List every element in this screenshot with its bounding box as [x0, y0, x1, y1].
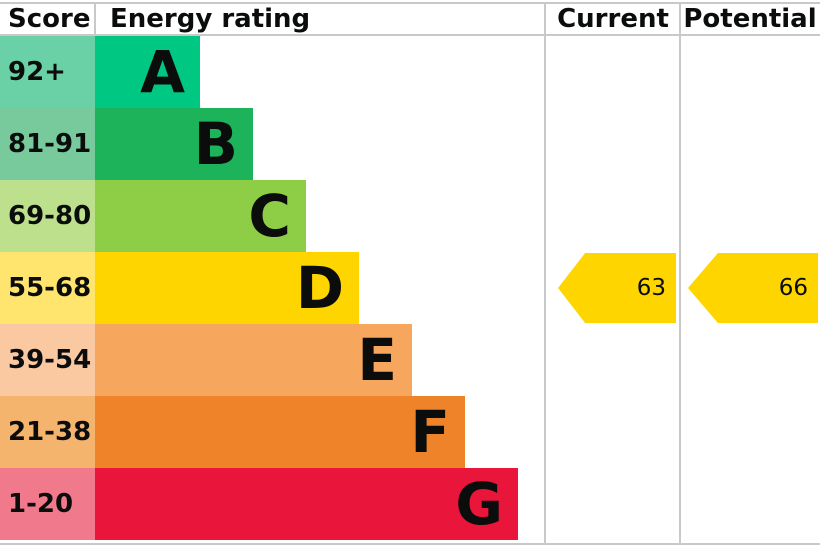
rating-bar-b: B: [95, 108, 253, 180]
band-row-f: 21-38 F: [0, 396, 545, 468]
rating-bar-d: D: [95, 252, 359, 324]
band-row-b: 81-91 B: [0, 108, 545, 180]
current-rating-value: 63: [636, 275, 666, 301]
band-letter-f: F: [410, 398, 450, 466]
potential-header: Potential: [683, 4, 817, 34]
bottom-border: [0, 543, 820, 545]
current-rating-arrow: 63: [558, 253, 676, 323]
rating-bar-g: G: [95, 468, 518, 540]
header-divider: [0, 34, 820, 36]
band-letter-d: D: [295, 254, 344, 322]
band-row-a: 92+ A: [0, 36, 545, 108]
score-range-e: 39-54: [0, 324, 95, 396]
band-letter-g: G: [455, 470, 503, 538]
potential-column-divider: [679, 2, 681, 545]
current-column-divider: [544, 2, 546, 545]
current-header: Current: [557, 4, 669, 34]
band-row-d: 55-68 D: [0, 252, 545, 324]
chart-header: Score Energy rating Current Potential: [0, 4, 820, 34]
band-letter-a: A: [140, 38, 185, 106]
top-border: [0, 2, 820, 4]
score-range-d: 55-68: [0, 252, 95, 324]
band-row-c: 69-80 C: [0, 180, 545, 252]
energy-rating-header: Energy rating: [110, 4, 311, 34]
potential-rating-value: 66: [778, 275, 808, 301]
rating-bar-c: C: [95, 180, 306, 252]
score-column-divider: [94, 2, 96, 36]
potential-rating-arrow: 66: [688, 253, 818, 323]
band-row-g: 1-20 G: [0, 468, 545, 540]
band-letter-e: E: [357, 326, 397, 394]
score-range-b: 81-91: [0, 108, 95, 180]
rating-bar-a: A: [95, 36, 200, 108]
score-header: Score: [8, 4, 91, 34]
rating-bar-e: E: [95, 324, 412, 396]
score-range-g: 1-20: [0, 468, 95, 540]
band-letter-b: B: [193, 110, 238, 178]
score-range-c: 69-80: [0, 180, 95, 252]
score-range-a: 92+: [0, 36, 95, 108]
score-range-f: 21-38: [0, 396, 95, 468]
band-row-e: 39-54 E: [0, 324, 545, 396]
band-letter-c: C: [248, 182, 291, 250]
rating-bar-f: F: [95, 396, 465, 468]
band-rows: 92+ A 81-91 B 69-80 C 55-68 D 39-54 E 21…: [0, 36, 545, 540]
